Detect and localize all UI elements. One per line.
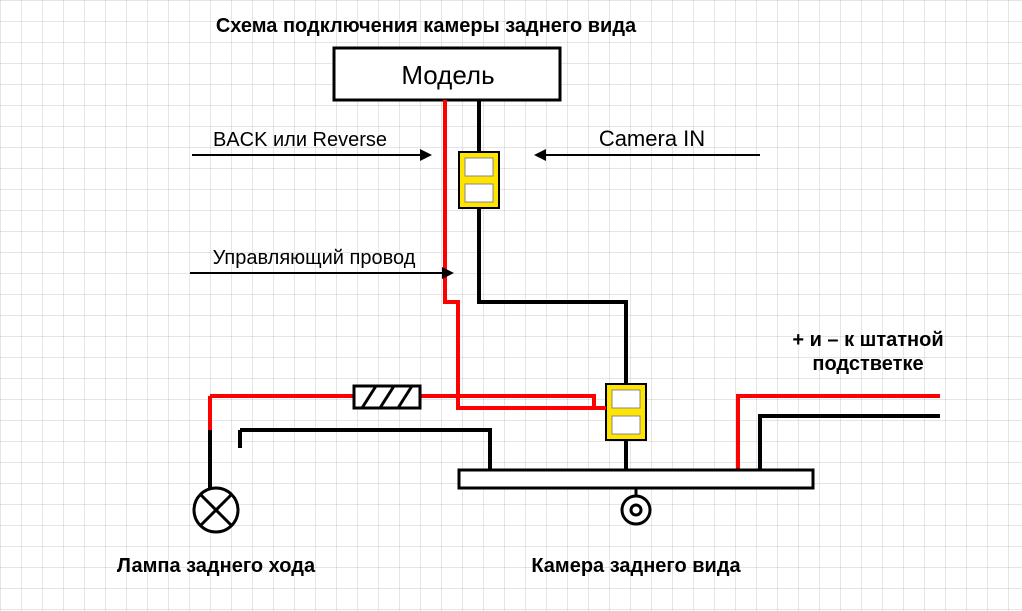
wire-black-mid — [479, 208, 626, 384]
svg-text:BACK или Reverse: BACK или Reverse — [213, 129, 387, 151]
label-power-note: + и – к штатной подстветке — [792, 329, 943, 375]
label-control-wire: Управляющий провод — [190, 247, 454, 279]
label-reverse-lamp: Лампа заднего хода — [117, 555, 316, 577]
wiring-diagram-svg: Схема подключения камеры заднего вида Мо… — [0, 0, 1022, 611]
diagram-title: Схема подключения камеры заднего вида — [216, 15, 637, 37]
wire-black-lamp — [240, 430, 490, 470]
label-camera-in: Camera IN — [534, 126, 760, 161]
connector-bottom — [606, 384, 646, 440]
model-label: Модель — [401, 60, 494, 90]
connector-top — [459, 152, 499, 208]
svg-text:подстветке: подстветке — [812, 353, 923, 375]
label-back-reverse: BACK или Reverse — [192, 129, 432, 161]
reverse-lamp-icon — [194, 488, 238, 532]
diagram-stage: Схема подключения камеры заднего вида Мо… — [0, 0, 1022, 611]
svg-text:Camera IN: Camera IN — [599, 126, 705, 151]
svg-text:Управляющий провод: Управляющий провод — [213, 247, 416, 269]
wire-power-red — [738, 396, 940, 470]
camera-lens-icon — [622, 488, 650, 524]
fuse — [354, 386, 420, 408]
label-rear-camera: Камера заднего вида — [531, 555, 741, 577]
camera-bar — [459, 470, 813, 488]
wire-power-black — [760, 416, 940, 470]
svg-text:+ и – к штатной: + и – к штатной — [792, 329, 943, 351]
